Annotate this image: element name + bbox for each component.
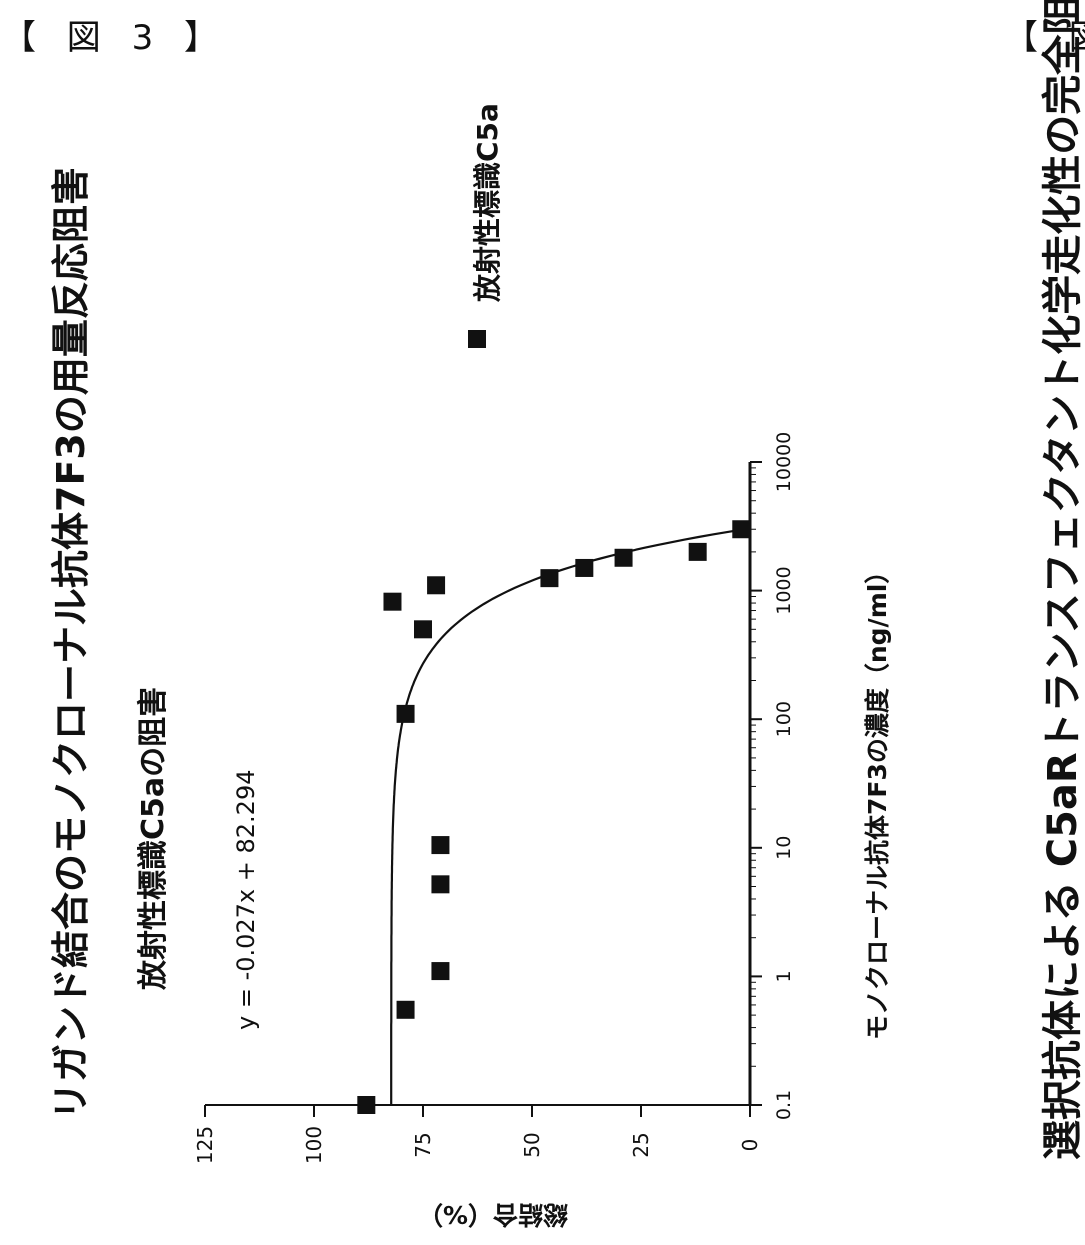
x-tick-label: 10 xyxy=(773,836,795,860)
data-point xyxy=(414,620,432,638)
y-tick-label: 100 xyxy=(302,1126,326,1164)
y-tick-label: 125 xyxy=(193,1126,217,1164)
data-point xyxy=(431,962,449,980)
data-point xyxy=(431,875,449,893)
x-tick-label: 10000 xyxy=(773,432,795,492)
data-point xyxy=(357,1096,375,1114)
y-tick-label: 25 xyxy=(629,1132,653,1157)
y-tick-label: 0 xyxy=(738,1139,762,1152)
data-point xyxy=(689,543,707,561)
data-point xyxy=(397,1001,415,1019)
data-point xyxy=(575,559,593,577)
data-point xyxy=(383,593,401,611)
data-point xyxy=(397,705,415,723)
x-tick-label: 1 xyxy=(773,970,795,982)
y-tick-label: 75 xyxy=(411,1132,435,1157)
data-point xyxy=(427,576,445,594)
data-point xyxy=(431,836,449,854)
data-point xyxy=(540,569,558,587)
fit-curve xyxy=(391,529,746,1105)
legend-marker xyxy=(468,330,486,348)
data-point xyxy=(732,520,750,538)
data-point xyxy=(615,549,633,567)
y-tick-label: 50 xyxy=(520,1132,544,1157)
x-tick-label: 1000 xyxy=(773,566,795,614)
x-tick-label: 0.1 xyxy=(773,1090,795,1120)
x-tick-label: 100 xyxy=(773,701,795,737)
